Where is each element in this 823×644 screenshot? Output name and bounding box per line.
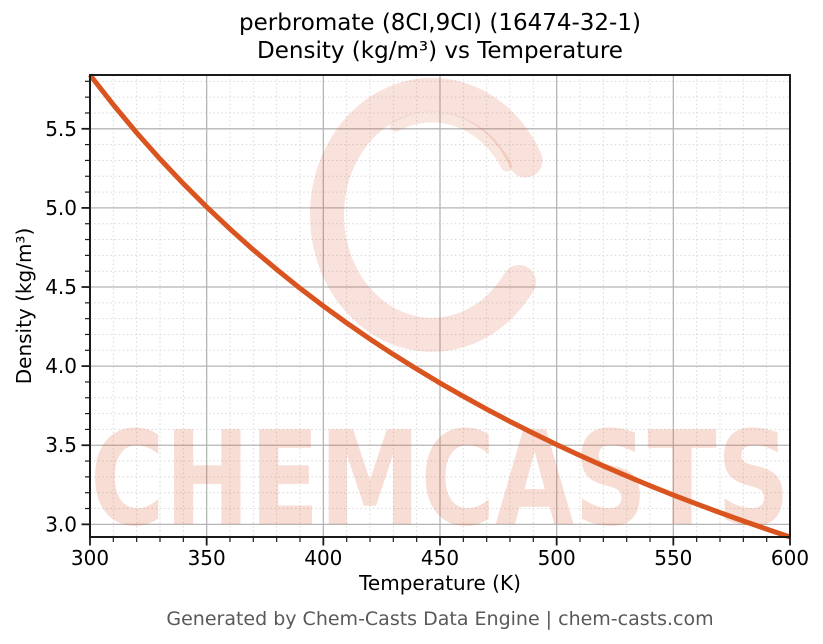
x-tick-label: 450 [421,546,459,570]
x-axis-label: Temperature (K) [359,571,521,595]
chart-title: perbromate (8CI,9CI) (16474-32-1) Densit… [90,9,790,65]
chart-title-line2: Density (kg/m³) vs Temperature [257,38,623,64]
chart-title-line1: perbromate (8CI,9CI) (16474-32-1) [239,10,641,36]
watermark-text: CHEMCASTS [90,403,790,555]
x-tick-label: 350 [188,546,226,570]
y-tick-label: 3.0 [45,512,77,536]
watermark-ring-swoosh-icon [390,111,512,172]
y-tick-label: 5.5 [45,117,77,141]
x-tick-label: 300 [71,546,109,570]
y-tick-label: 5.0 [45,196,77,220]
x-tick-label: 600 [771,546,809,570]
density-curve [88,73,791,540]
x-tick-label: 500 [538,546,576,570]
plot-border [89,74,791,538]
x-tick-label: 400 [304,546,342,570]
watermark-ring-icon [310,77,543,352]
footer-credit: Generated by Chem-Casts Data Engine | ch… [166,608,714,630]
y-tick-label: 3.5 [45,433,77,457]
x-tick-label: 550 [654,546,692,570]
y-tick-label: 4.5 [45,275,77,299]
y-tick-label: 4.0 [45,354,77,378]
